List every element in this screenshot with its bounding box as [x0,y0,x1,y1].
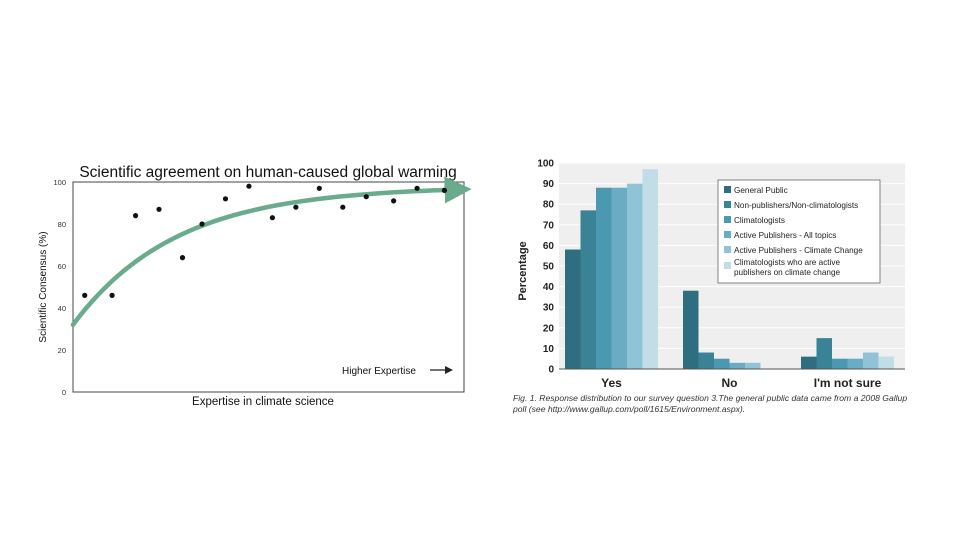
bar-y-tick-label: 80 [543,200,555,211]
bar-y-tick-label: 40 [543,282,555,293]
scatter-point [441,187,448,193]
scatter-y-tick-label: 60 [58,262,66,271]
scatter-y-tick-label: 20 [58,346,66,355]
bar-4-0 [627,183,643,369]
legend-swatch [724,262,731,269]
legend-label: Non-publishers/Non-climatologists [734,201,858,210]
scatter-point [391,198,397,204]
bar-y-tick-label: 0 [548,365,554,376]
bar-2-2 [832,358,848,369]
bar-y-axis-label: Percentage [517,241,529,300]
bar-chart: 0 10 20 30 40 50 60 70 80 90 100 Percentage Yes No I… [513,159,908,414]
bar-y-tick-label: 50 [543,262,555,273]
trend-curve [70,176,472,328]
scatter-point [414,185,420,191]
legend-box [717,179,881,284]
scatter-point [222,196,229,202]
legend-swatch [724,231,731,238]
scatter-y-tick-label: 80 [58,220,66,229]
bar-1-0 [580,210,596,369]
scatter-point [246,183,252,189]
bar-y-ticks: 0 10 20 30 40 50 60 70 80 90 100 [537,159,554,376]
scatter-point [82,292,88,298]
legend-label: Active Publishers - Climate Change [734,246,863,255]
scatter-y-ticks: 0 20 40 60 80 100 [53,178,66,397]
scatter-points [82,183,448,298]
scatter-chart: Scientific agreement on human-caused glo… [38,164,472,408]
bar-legend: General Public Non-publishers/Non-climato… [717,179,881,284]
bar-3-0 [611,187,627,369]
bar-category-label: I'm not sure [814,376,882,390]
scatter-point [293,204,299,210]
scatter-title: Scientific agreement on human-caused glo… [79,164,456,181]
bar-3-2 [847,358,863,369]
bar-2-1 [714,358,730,369]
scatter-point [363,194,369,200]
legend-swatch [724,186,731,193]
scatter-point [340,204,346,210]
bar-5-2 [878,356,894,369]
bar-1-2 [816,338,832,369]
legend-label: Climatologists [734,216,785,225]
scatter-point [109,292,115,298]
bar-y-tick-label: 100 [537,159,554,170]
scatter-plot-frame [72,181,465,393]
bar-4-2 [863,352,879,369]
higher-expertise-label: Higher Expertise [342,366,416,377]
legend-swatch [724,216,731,223]
scatter-point [179,255,186,261]
scatter-point [269,215,276,221]
legend-label: Climatologists who are active publishers… [734,258,841,277]
legend-items: General Public Non-publishers/Non-climato… [724,186,863,277]
bar-0-1 [683,290,699,369]
bar-y-tick-label: 20 [543,323,555,334]
bar-4-1 [745,362,761,369]
figure-caption-wrap: Fig. 1. Response distribution to our sur… [513,393,908,414]
bar-y-tick-label: 10 [543,344,555,355]
bar-category-label: No [722,376,738,390]
bar-y-tick-label: 30 [543,303,555,314]
bar-y-tick-label: 60 [543,241,555,252]
scatter-y-tick-label: 0 [62,388,66,397]
bar-y-tick-label: 90 [543,179,555,190]
scatter-x-axis-label: Expertise in climate science [192,396,334,408]
bar-category-label: Yes [601,376,622,390]
legend-swatch [724,246,731,253]
scatter-point [199,221,205,227]
bar-0-2 [801,356,817,369]
scatter-y-axis-label: Scientific Consensus (%) [38,231,49,342]
bar-3-1 [729,362,745,369]
bar-category-labels: Yes No I'm not sure [601,376,881,390]
scatter-y-tick-label: 100 [53,178,66,187]
legend-label: Active Publishers - All topics [734,231,836,240]
bar-series [565,169,894,369]
bar-2-0 [596,187,612,369]
figure-caption: Fig. 1. Response distribution to our sur… [513,393,908,414]
scatter-point [132,213,139,219]
bar-1-1 [698,352,714,369]
scatter-y-tick-label: 40 [58,304,66,313]
scatter-point [316,185,322,191]
bar-y-tick-label: 70 [543,220,555,231]
scatter-point [156,206,162,212]
bar-5-0 [642,169,658,369]
bar-0-0 [565,249,581,369]
legend-label: General Public [734,186,788,195]
legend-label-wrap: Climatologists who are active publishers… [734,258,841,277]
legend-swatch [724,201,731,208]
